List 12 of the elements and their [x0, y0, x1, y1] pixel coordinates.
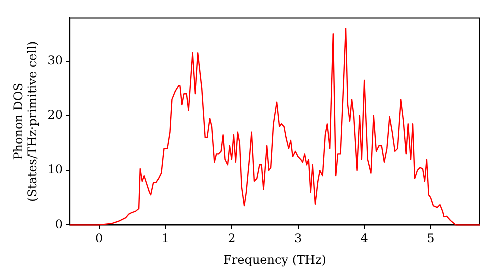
x-tick-label: 3	[294, 232, 302, 246]
y-axis-title: Phonon DOS (States/THz·primitive cell)	[11, 41, 40, 202]
x-tick-label: 2	[228, 232, 236, 246]
x-tick-label: 0	[95, 232, 104, 246]
y-tick-label: 0	[55, 217, 64, 232]
x-tick-label: 5	[427, 232, 435, 246]
y-tick-label: 30	[48, 53, 64, 68]
y-tick-label: 10	[48, 162, 64, 177]
x-axis-title: Frequency (THz)	[224, 252, 326, 267]
y-tick-label: 20	[48, 108, 64, 122]
x-tick-label: 4	[360, 232, 369, 246]
x-tick-label: 1	[162, 232, 170, 246]
